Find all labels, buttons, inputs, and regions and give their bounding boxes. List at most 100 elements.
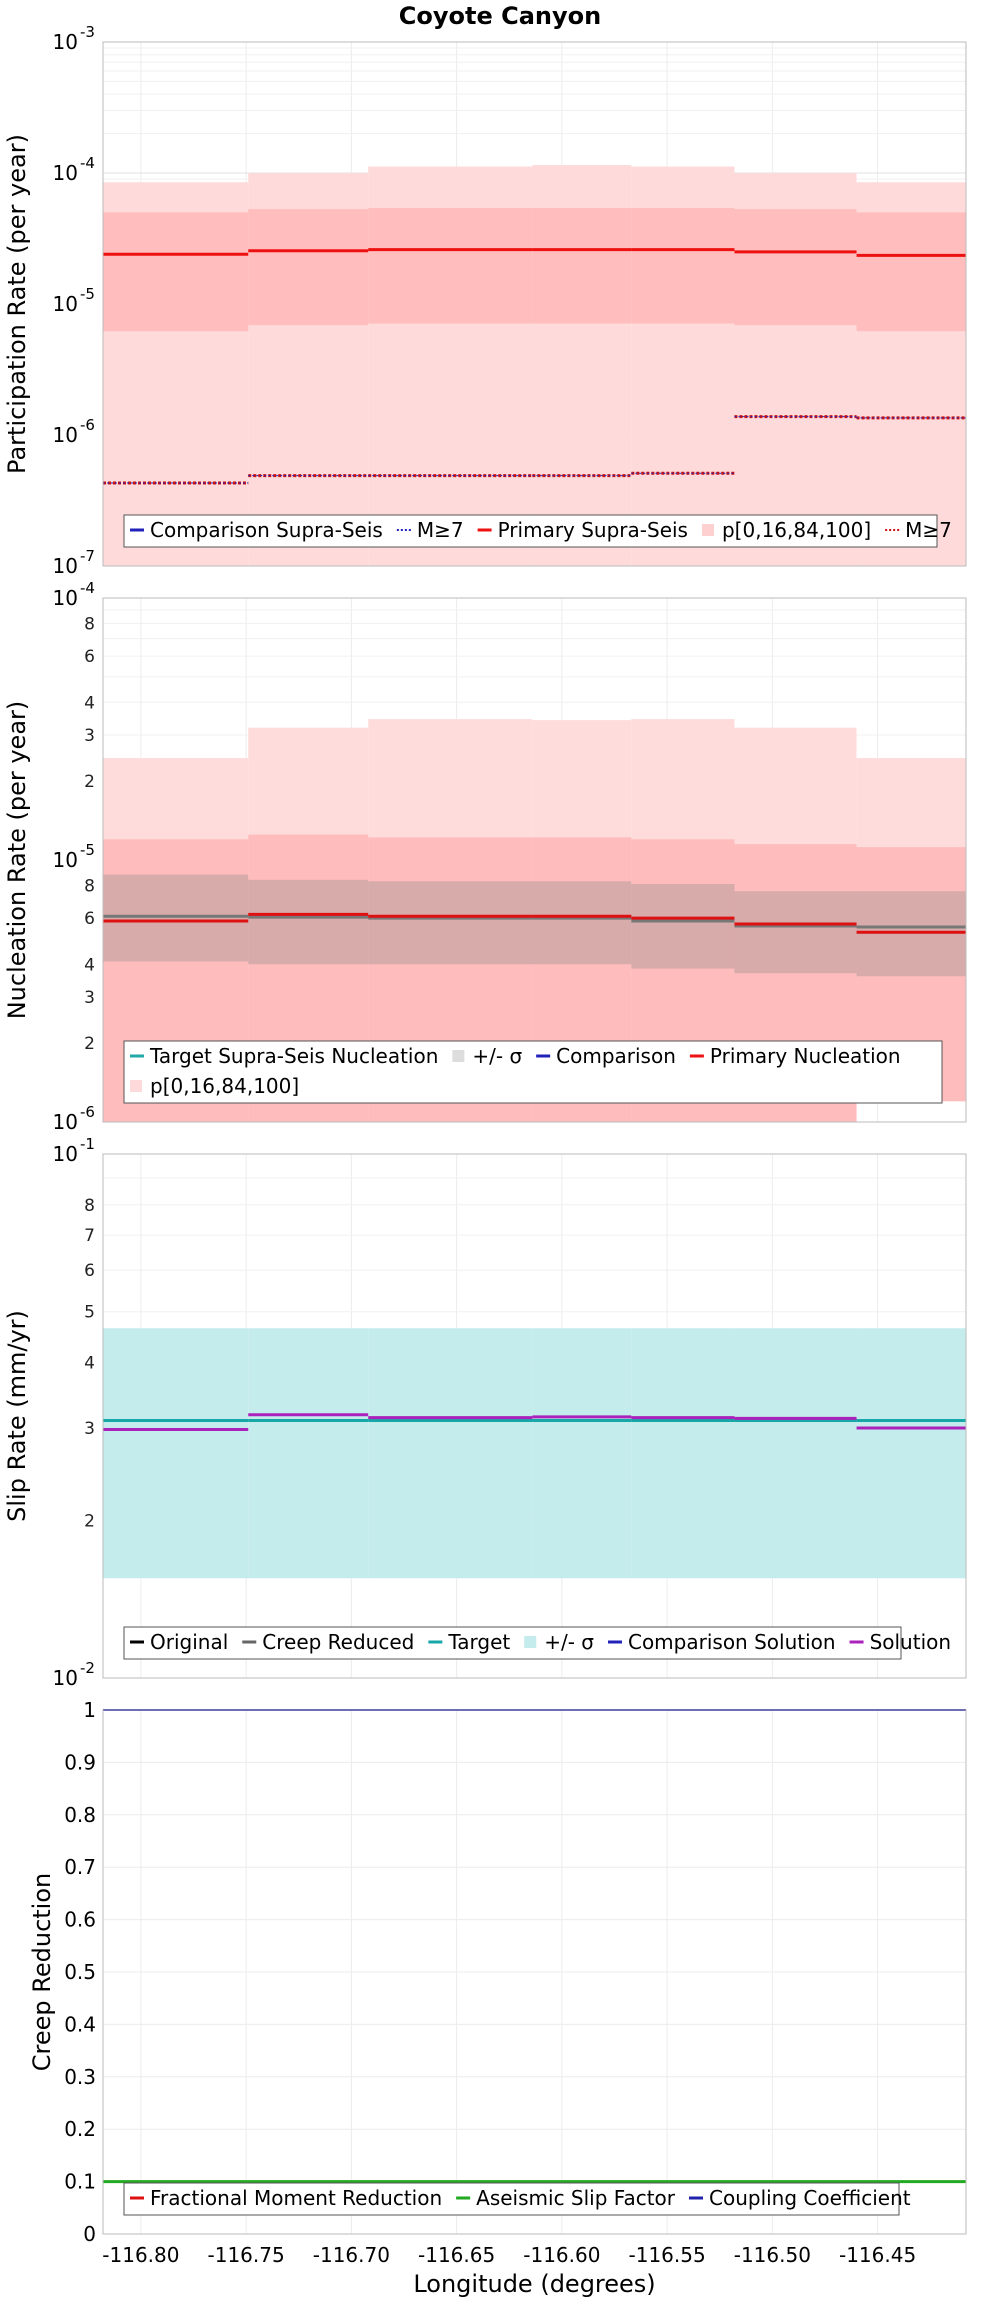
y-tick-label: 0.7 bbox=[64, 1855, 96, 1879]
y-minor-tick-label: 4 bbox=[84, 693, 95, 713]
y-tick-label: 0.8 bbox=[64, 1803, 96, 1827]
plot-frame bbox=[102, 1709, 967, 2235]
y-minor-tick-label: 4 bbox=[84, 955, 95, 975]
y-tick-label: 0.2 bbox=[64, 2117, 96, 2141]
legend-label: Solution bbox=[870, 1630, 951, 1654]
y-minor-tick-label: 3 bbox=[84, 988, 95, 1008]
plot-frame bbox=[102, 41, 967, 567]
y-tick-label: 0.3 bbox=[64, 2065, 96, 2089]
band-participation-1-seg-4 bbox=[631, 208, 735, 324]
legend-label: p[0,16,84,100] bbox=[722, 518, 871, 542]
y-tick-label: 10 bbox=[53, 292, 78, 316]
x-tick-label: -116.65 bbox=[418, 2243, 495, 2267]
y-tick-label: 10 bbox=[53, 848, 78, 872]
y-minor-tick-label: 7 bbox=[84, 1226, 95, 1246]
legend-label: +/- σ bbox=[472, 1044, 522, 1068]
y-minor-tick-label: 8 bbox=[84, 1196, 95, 1216]
y-tick-label: 10 bbox=[53, 1110, 78, 1134]
chart-panel-creep: 0 0.1 0.2 0.3 0.4 0.5 0.6 0.7 0.8 0.9 1 Creep Reduc… bbox=[28, 1698, 967, 2298]
legend-label: M≥7 bbox=[417, 518, 464, 542]
y-tick-exponent: -7 bbox=[80, 547, 95, 565]
y-tick-label: 0.9 bbox=[64, 1750, 96, 1774]
y-axis-label: Nucleation Rate (per year) bbox=[3, 701, 31, 1020]
y-minor-tick-label: 6 bbox=[84, 647, 95, 667]
legend-box bbox=[123, 2182, 900, 2216]
y-tick-label: 0.1 bbox=[64, 2170, 96, 2194]
legend-swatch bbox=[524, 1636, 537, 1648]
legend-label: M≥7 bbox=[905, 518, 952, 542]
figure-title: Coyote Canyon bbox=[399, 2, 601, 30]
band-nucleation-2-seg-5 bbox=[734, 891, 857, 974]
legend-box bbox=[123, 514, 938, 548]
x-tick-label: -116.45 bbox=[839, 2243, 916, 2267]
band-nucleation-2-seg-3 bbox=[532, 881, 632, 965]
y-minor-tick-label: 6 bbox=[84, 1261, 95, 1281]
y-tick-exponent: -3 bbox=[80, 23, 95, 41]
y-minor-tick-label: 8 bbox=[84, 876, 95, 896]
y-tick-label: 0.5 bbox=[64, 1960, 96, 1984]
y-tick-label: 10 bbox=[53, 423, 78, 447]
y-tick-label: 10 bbox=[53, 586, 78, 610]
band-participation-1-seg-3 bbox=[532, 208, 632, 324]
y-tick-label: 0 bbox=[83, 2222, 96, 2246]
y-axis-label: Participation Rate (per year) bbox=[3, 134, 31, 474]
y-minor-tick-label: 4 bbox=[84, 1354, 95, 1374]
band-participation-1-seg-6 bbox=[856, 212, 966, 332]
band-slip-0-seg-3 bbox=[532, 1328, 632, 1579]
band-participation-1-seg-5 bbox=[734, 209, 857, 326]
y-tick-exponent: -6 bbox=[80, 416, 95, 434]
band-nucleation-2-seg-0 bbox=[103, 874, 249, 962]
band-nucleation-2-seg-4 bbox=[631, 883, 735, 969]
legend-swatch bbox=[130, 1080, 142, 1092]
plot-frame bbox=[102, 597, 967, 1123]
legend-label: Comparison Solution bbox=[628, 1630, 836, 1654]
band-slip-0-seg-1 bbox=[248, 1328, 369, 1579]
legend-label: Primary Supra-Seis bbox=[498, 518, 688, 542]
legend-label: Comparison Supra-Seis bbox=[150, 518, 383, 542]
band-participation-1-seg-0 bbox=[103, 212, 249, 332]
legend-label: Fractional Moment Reduction bbox=[150, 2186, 442, 2210]
x-tick-label: -116.70 bbox=[313, 2243, 390, 2267]
legend-label: Target bbox=[447, 1630, 510, 1654]
y-minor-tick-label: 5 bbox=[84, 1303, 95, 1323]
x-tick-label: -116.75 bbox=[208, 2243, 285, 2267]
y-tick-label: 10 bbox=[53, 1142, 78, 1166]
y-tick-exponent: -4 bbox=[80, 154, 95, 172]
legend-label: Target Supra-Seis Nucleation bbox=[149, 1044, 438, 1068]
legend-label: Original bbox=[150, 1630, 228, 1654]
band-nucleation-2-seg-2 bbox=[368, 881, 533, 965]
y-tick-label: 0.4 bbox=[64, 2012, 96, 2036]
y-minor-tick-label: 2 bbox=[84, 772, 95, 792]
x-tick-label: -116.80 bbox=[102, 2243, 179, 2267]
y-tick-exponent: -2 bbox=[80, 1659, 95, 1677]
y-axis-label: Slip Rate (mm/yr) bbox=[3, 1310, 31, 1522]
y-tick-exponent: -6 bbox=[80, 1103, 95, 1121]
legend-box bbox=[123, 1040, 943, 1104]
legend-label: Comparison bbox=[556, 1044, 676, 1068]
legend-label: Aseismic Slip Factor bbox=[476, 2186, 676, 2210]
x-tick-label: -116.55 bbox=[629, 2243, 706, 2267]
y-minor-tick-label: 6 bbox=[84, 909, 95, 929]
y-tick-label: 10 bbox=[53, 1666, 78, 1690]
legend-label: +/- σ bbox=[544, 1630, 594, 1654]
plot-frame bbox=[102, 1153, 967, 1679]
legend-label: Coupling Coefficient bbox=[709, 2186, 911, 2210]
y-tick-exponent: -5 bbox=[80, 841, 95, 859]
y-minor-tick-label: 8 bbox=[84, 614, 95, 634]
band-slip-0-seg-2 bbox=[368, 1328, 533, 1579]
band-slip-0-seg-5 bbox=[734, 1328, 857, 1579]
x-axis-label: Longitude (degrees) bbox=[413, 2270, 655, 2298]
y-minor-tick-label: 2 bbox=[84, 1034, 95, 1054]
y-minor-tick-label: 2 bbox=[84, 1511, 95, 1531]
legend-label: p[0,16,84,100] bbox=[150, 1074, 299, 1098]
band-slip-0-seg-0 bbox=[103, 1328, 249, 1579]
y-minor-tick-label: 3 bbox=[84, 1419, 95, 1439]
y-tick-exponent: -4 bbox=[80, 579, 95, 597]
y-tick-label: 10 bbox=[53, 554, 78, 578]
legend-swatch bbox=[452, 1050, 465, 1062]
